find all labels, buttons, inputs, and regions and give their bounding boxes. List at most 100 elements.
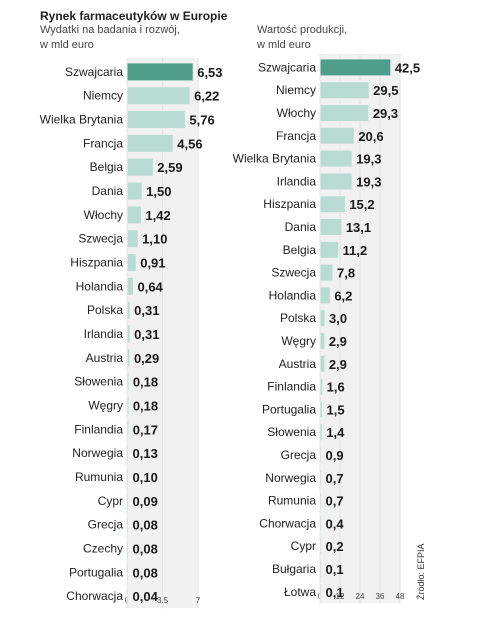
right-category-label: Węgry — [281, 334, 316, 348]
right-value-label: 42,5 — [395, 60, 420, 75]
source-note: Źródło: EFPIA — [416, 543, 426, 600]
left-category-label: Włochy — [84, 208, 123, 222]
left-category-label: Szwajcaria — [65, 65, 123, 79]
left-category-label: Chorwacja — [66, 589, 123, 603]
left-value-label: 0,08 — [133, 542, 158, 557]
left-value-label: 6,22 — [194, 89, 219, 104]
left-category-label: Słowenia — [74, 375, 123, 389]
right-value-label: 0,2 — [326, 539, 344, 554]
right-value-label: 29,3 — [373, 106, 398, 121]
right-bar — [319, 446, 322, 464]
left-bar — [126, 586, 129, 606]
right-value-label: 2,9 — [329, 334, 347, 349]
left-category-label: Belgia — [90, 160, 124, 174]
right-value-label: 19,3 — [356, 174, 381, 189]
left-value-label: 5,76 — [189, 113, 214, 128]
right-axis-tick-label: 12 — [336, 592, 345, 601]
right-value-label: 11,2 — [343, 243, 368, 258]
right-category-label: Niemcy — [276, 83, 316, 97]
right-value-label: 13,1 — [346, 220, 371, 235]
left-value-label: 0,09 — [133, 494, 158, 509]
right-bar — [319, 560, 322, 578]
right-category-label: Bułgaria — [272, 562, 316, 576]
left-value-label: 0,18 — [133, 399, 158, 414]
left-value-label: 0,18 — [133, 375, 158, 390]
left-category-label: Szwecja — [78, 232, 123, 246]
right-bar — [319, 400, 323, 419]
right-value-label: 7,8 — [337, 266, 355, 281]
left-value-label: 0,31 — [134, 327, 159, 342]
left-category-label: Niemcy — [83, 89, 123, 103]
right-value-label: 0,1 — [326, 562, 344, 577]
right-bar — [319, 468, 322, 487]
left-value-label: 0,17 — [133, 422, 158, 437]
right-chart-subtitle: Wartość produkcji, w mld euro — [257, 23, 347, 53]
left-category-label: Węgry — [88, 399, 123, 413]
right-category-label: Łotwa — [284, 585, 316, 599]
left-value-label: 0,31 — [134, 303, 159, 318]
left-bar — [126, 419, 130, 439]
right-category-label: Francja — [276, 129, 316, 143]
left-bar — [126, 396, 130, 416]
left-value-label: 4,56 — [177, 136, 202, 151]
left-category-label: Finlandia — [74, 422, 123, 436]
left-bar — [126, 539, 129, 559]
left-category-label: Francja — [83, 136, 123, 150]
right-category-label: Belgia — [283, 243, 317, 257]
left-axis-tick-label: 3.5 — [157, 596, 169, 605]
left-bar — [126, 324, 131, 344]
right-value-label: 19,3 — [356, 152, 381, 167]
left-bar — [126, 229, 139, 249]
right-bar — [319, 81, 370, 100]
right-category-label: Cypr — [291, 539, 316, 553]
left-category-label: Irlandia — [84, 327, 124, 341]
left-category-label: Wielka Brytania — [40, 113, 124, 127]
right-bar — [319, 195, 346, 214]
right-value-label: 1,6 — [327, 380, 345, 395]
left-value-label: 0,04 — [133, 589, 159, 604]
left-value-label: 0,08 — [133, 565, 158, 580]
left-value-label: 1,42 — [145, 208, 170, 223]
left-subtitle-line-1: Wydatki na badania i rozwój, — [40, 24, 180, 36]
left-bar — [126, 491, 129, 511]
right-bar — [319, 354, 326, 373]
left-value-label: 0,10 — [133, 470, 158, 485]
right-bar — [319, 104, 370, 122]
left-bar — [126, 205, 142, 225]
left-bar — [126, 562, 129, 582]
right-category-label: Norwegia — [265, 471, 316, 485]
right-category-label: Włochy — [277, 106, 316, 120]
right-category-label: Szwecja — [271, 266, 316, 280]
right-bar — [319, 263, 334, 282]
left-bar — [126, 515, 129, 535]
right-category-label: Wielka Brytania — [233, 152, 317, 166]
right-axis-tick-label: 48 — [396, 592, 405, 601]
right-bar — [319, 149, 353, 168]
left-category-label: Cypr — [98, 494, 123, 508]
right-category-label: Polska — [280, 311, 316, 325]
right-subtitle-line-2: w mld euro — [257, 39, 311, 51]
left-value-label: 0,91 — [140, 256, 165, 271]
left-bar — [126, 467, 129, 487]
right-axis-tick-label: 24 — [356, 592, 365, 601]
right-category-label: Grecja — [281, 448, 317, 462]
right-bar — [319, 126, 355, 145]
right-subtitle-line-1: Wartość produkcji, — [257, 24, 348, 36]
left-bar — [126, 372, 130, 392]
left-value-label: 0,29 — [134, 351, 159, 366]
left-value-label: 1,10 — [142, 232, 167, 247]
right-bar — [319, 332, 326, 350]
right-value-label: 0,4 — [326, 516, 345, 531]
left-category-label: Austria — [86, 351, 124, 365]
right-bar — [319, 240, 340, 259]
left-bar — [126, 443, 129, 463]
left-value-label: 2,59 — [157, 160, 182, 175]
left-category-label: Dania — [92, 184, 124, 198]
left-category-label: Norwegia — [72, 446, 123, 460]
right-bar — [319, 514, 322, 533]
left-category-label: Polska — [87, 303, 123, 317]
right-category-label: Hiszpania — [263, 197, 316, 211]
right-category-label: Rumunia — [268, 494, 316, 508]
left-bar — [126, 110, 186, 130]
